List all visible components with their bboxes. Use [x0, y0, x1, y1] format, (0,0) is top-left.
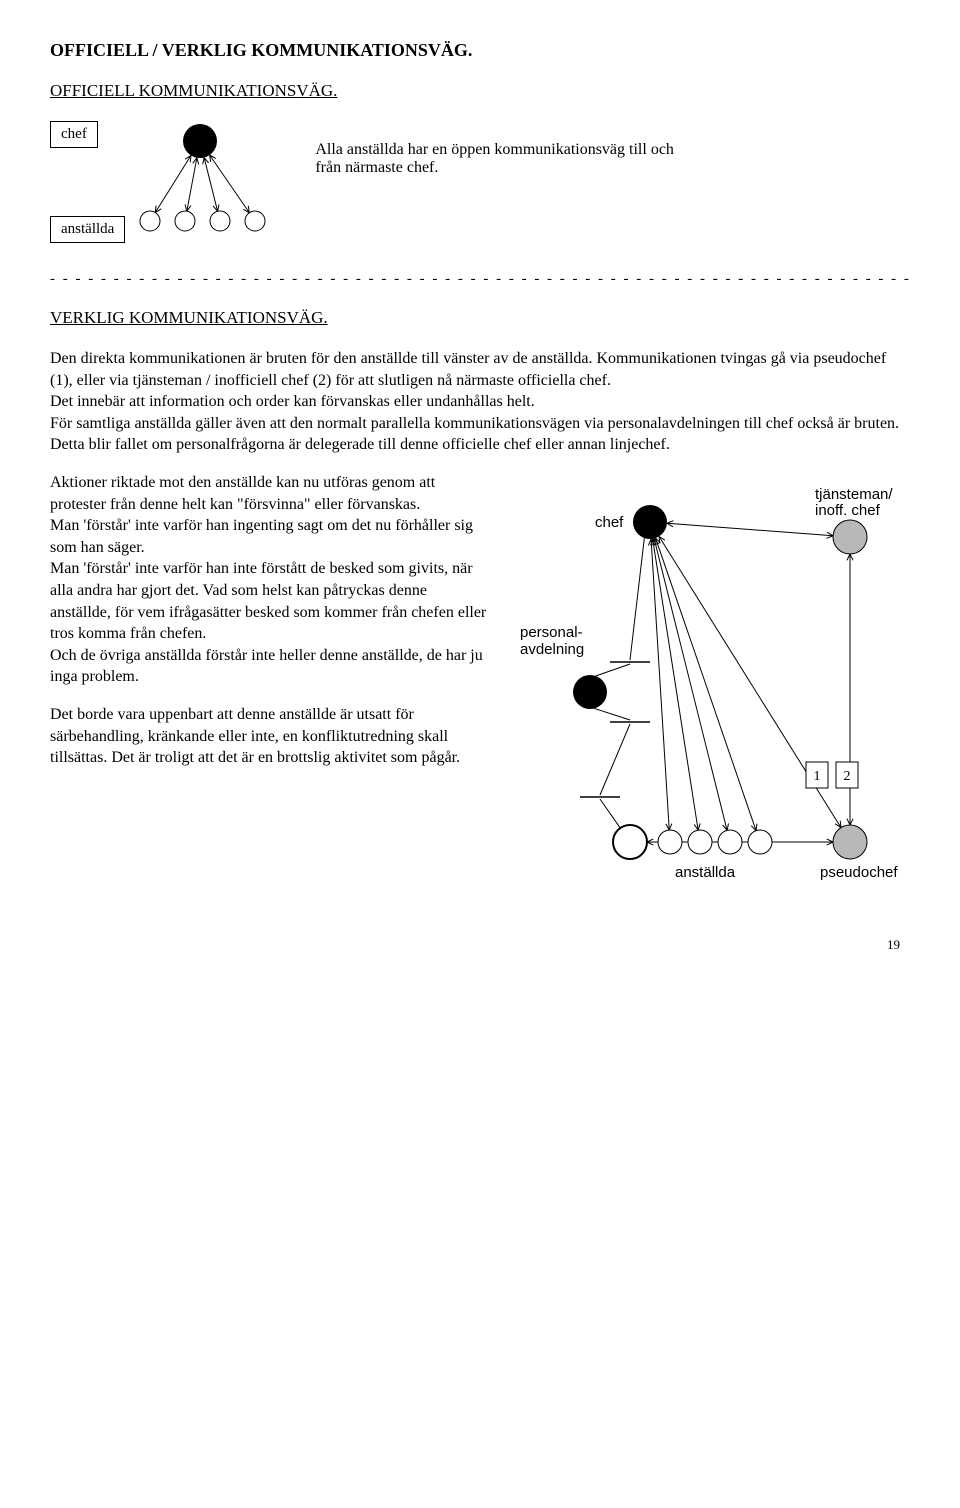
para3: För samtliga anställda gäller även att d… — [50, 415, 899, 454]
svg-text:inoff. chef: inoff. chef — [815, 502, 881, 519]
para2: Det innebär att information och order ka… — [50, 393, 535, 410]
svg-text:chef: chef — [595, 514, 624, 531]
para1: Den direkta kommunikationen är bruten fö… — [50, 350, 886, 389]
label-chef-box: chef — [50, 121, 98, 148]
svg-text:pseudochef: pseudochef — [820, 864, 898, 881]
diagram1-row: chef anställda Alla anställda har en öpp… — [50, 121, 910, 246]
section1-heading: OFFICIELL KOMMUNIKATIONSVÄG. — [50, 81, 910, 101]
section2-heading: VERKLIG KOMMUNIKATIONSVÄG. — [50, 308, 910, 328]
diagram2-svg-wrap: 1 2 chef tjänsteman/inoff. chef personal-avd… — [510, 472, 910, 897]
para4: Aktioner riktade mot den anställde kan n… — [50, 474, 435, 513]
dashed-separator: - - - - - - - - - - - - - - - - - - - - … — [50, 271, 910, 288]
svg-text:2: 2 — [844, 769, 851, 784]
diagram1 — [125, 121, 285, 241]
page-number: 19 — [50, 937, 910, 953]
para-block-1: Den direkta kommunikationen är bruten fö… — [50, 348, 910, 456]
para7: Och de övriga anställda förstår inte hel… — [50, 647, 483, 686]
diagram1-caption: Alla anställda har en öppen kommunikatio… — [285, 121, 674, 177]
svg-text:personal-: personal- — [520, 624, 583, 641]
diagram1-svg-wrap — [125, 121, 285, 246]
svg-text:anställda: anställda — [675, 864, 736, 881]
svg-text:tjänsteman/: tjänsteman/ — [815, 486, 893, 503]
caption-line1: Alla anställda har en öppen kommunikatio… — [315, 141, 674, 159]
lower-row: Aktioner riktade mot den anställde kan n… — [50, 472, 910, 897]
label-anstallda-box: anställda — [50, 216, 125, 243]
diagram2: 1 2 chef tjänsteman/inoff. chef personal-avd… — [510, 472, 910, 892]
svg-text:avdelning: avdelning — [520, 641, 584, 658]
diagram1-left: chef anställda — [50, 121, 125, 243]
para8: Det borde vara uppenbart att denne anstä… — [50, 704, 490, 769]
svg-text:1: 1 — [814, 769, 821, 784]
para5: Man 'förstår' inte varför han ingenting … — [50, 517, 473, 556]
caption-line2: från närmaste chef. — [315, 159, 674, 177]
page-title: OFFICIELL / VERKLIG KOMMUNIKATIONSVÄG. — [50, 40, 910, 61]
lower-left-text: Aktioner riktade mot den anställde kan n… — [50, 472, 490, 785]
para6: Man 'förstår' inte varför han inte först… — [50, 560, 486, 642]
